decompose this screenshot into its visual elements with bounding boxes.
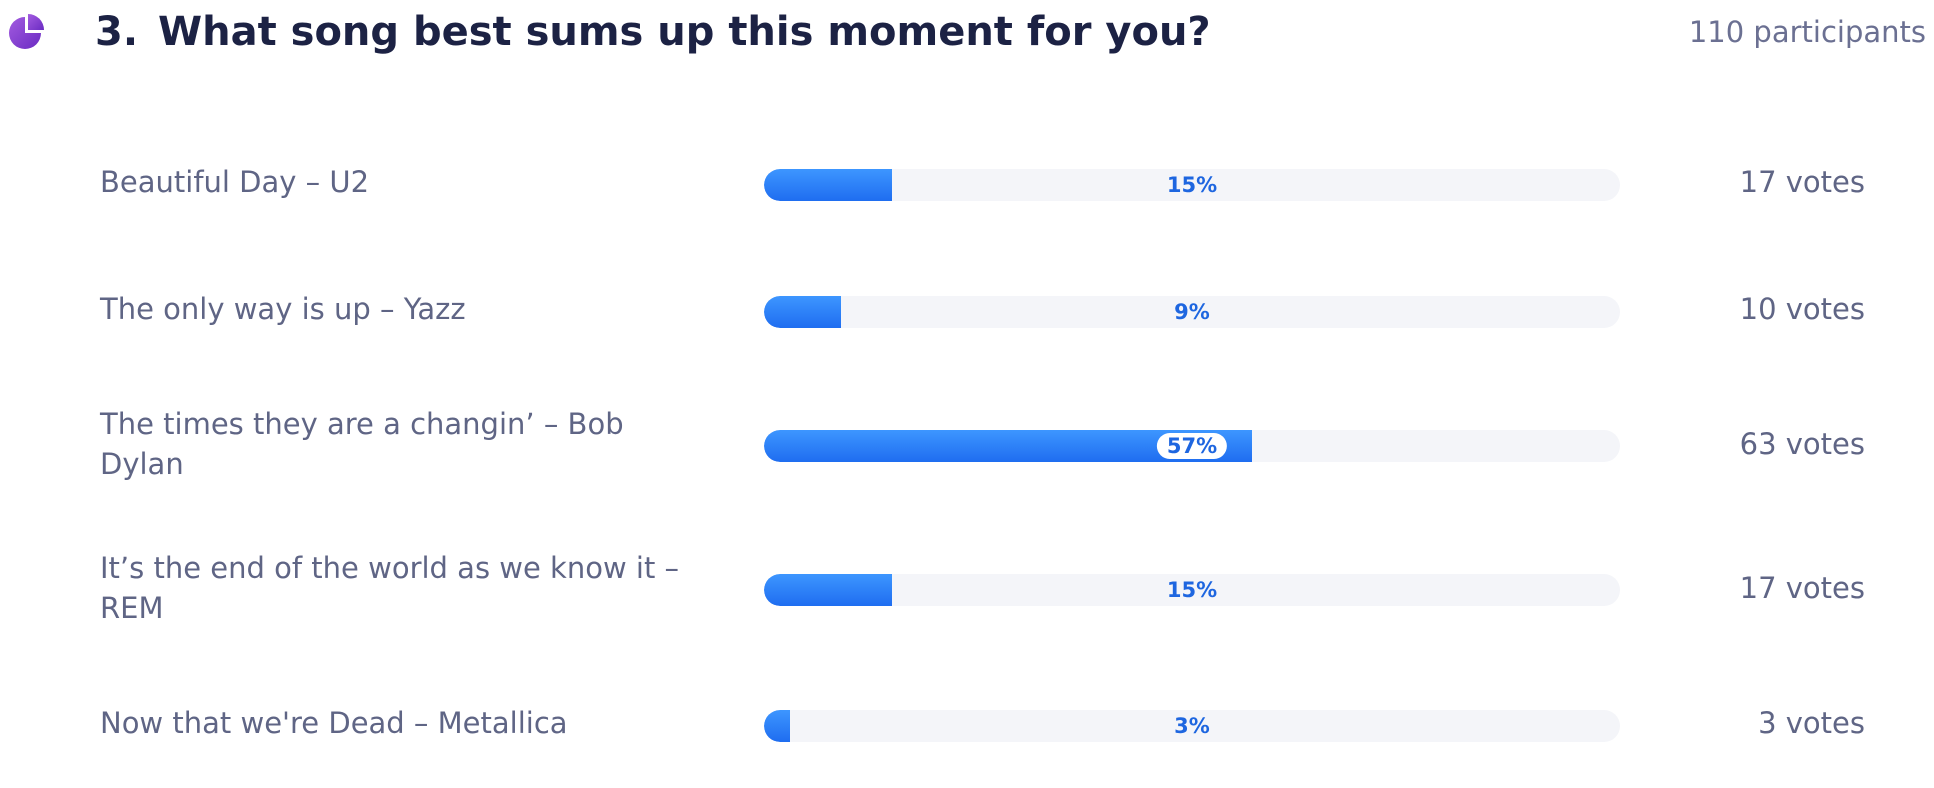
option-votes: 63 votes <box>1739 427 1865 461</box>
result-percent: 15% <box>1166 578 1218 602</box>
question-number: 3. <box>95 9 139 55</box>
result-bar-fill <box>764 574 893 606</box>
option-label: Beautiful Day – U2 <box>100 165 370 199</box>
result-bar-fill <box>764 169 893 201</box>
result-percent: 15% <box>1166 173 1218 197</box>
result-percent: 57% <box>1156 433 1228 459</box>
result-percent: 3% <box>1174 714 1210 738</box>
option-label: Now that we're Dead – Metallica <box>100 706 568 740</box>
option-votes: 3 votes <box>1758 706 1865 740</box>
result-bar: 9% <box>764 296 1620 328</box>
participants-count: 110 participants <box>1688 15 1926 49</box>
result-bar-fill <box>764 710 790 742</box>
result-percent: 9% <box>1174 300 1210 324</box>
option-label: It’s the end of the world as we know it … <box>100 551 680 625</box>
result-bar-fill <box>764 296 842 328</box>
option-label: The times they are a changin’ – Bob Dyla… <box>100 407 624 481</box>
pie-chart-icon <box>9 14 44 49</box>
result-bar: 15% <box>764 574 1620 606</box>
option-label: The only way is up – Yazz <box>100 292 466 326</box>
question-title: What song best sums up this moment for y… <box>158 9 1211 55</box>
option-votes: 10 votes <box>1739 292 1865 326</box>
option-votes: 17 votes <box>1739 165 1865 199</box>
result-bar: 57% <box>764 430 1620 462</box>
option-votes: 17 votes <box>1739 571 1865 605</box>
result-bar: 15% <box>764 169 1620 201</box>
result-bar: 3% <box>764 710 1620 742</box>
